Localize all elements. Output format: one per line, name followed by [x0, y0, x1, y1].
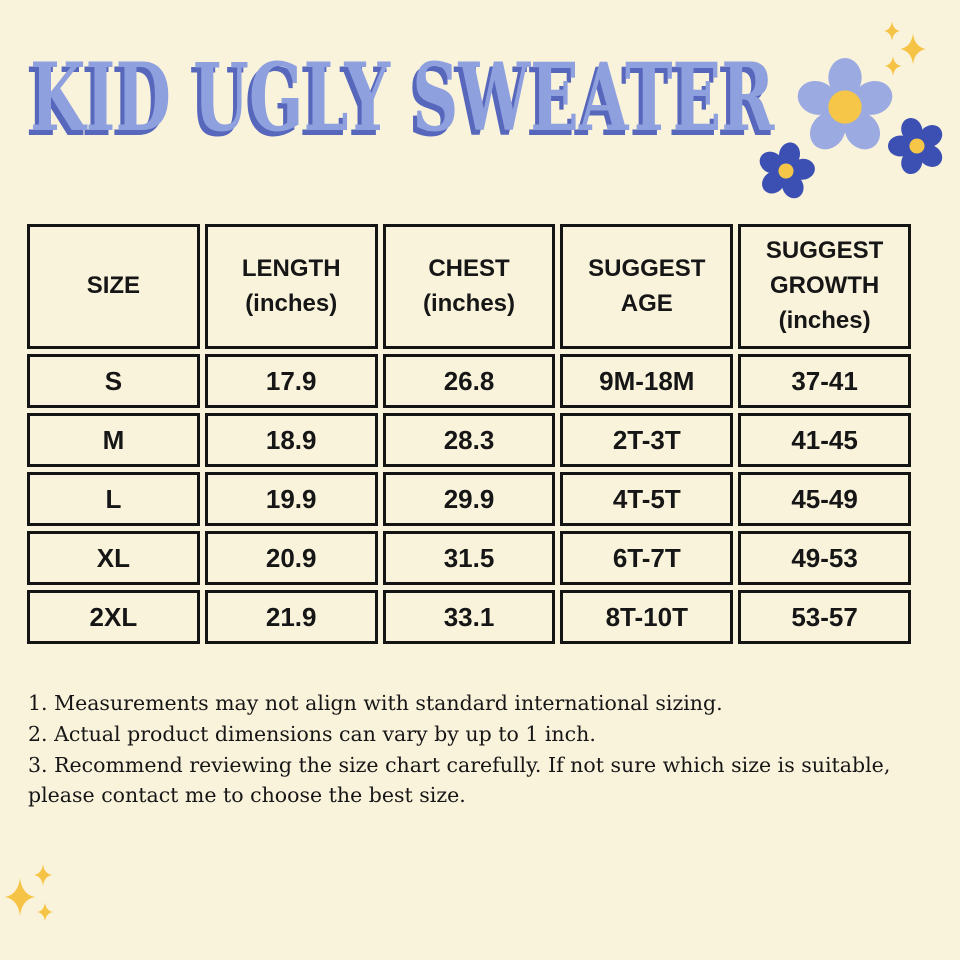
cell-size: M	[27, 413, 200, 467]
cell-size: 2XL	[27, 590, 200, 644]
table-header-row: SIZE LENGTH (inches) CHEST (inches) SUGG…	[27, 224, 911, 349]
flower-petals	[888, 117, 943, 175]
table-row: M 18.9 28.3 2T-3T 41-45	[27, 413, 911, 467]
cell-chest: 29.9	[382, 472, 556, 526]
sparkle-group	[5, 864, 53, 922]
column-header-size: SIZE	[27, 224, 200, 349]
cell-suggest-age: 2T-3T	[560, 413, 734, 467]
column-header-chest: CHEST (inches)	[382, 224, 556, 349]
column-header-length: LENGTH (inches)	[204, 224, 378, 349]
cell-suggest-growth: 41-45	[738, 413, 911, 467]
flower-center	[909, 138, 925, 154]
column-header-suggest-growth: SUGGEST GROWTH (inches)	[738, 224, 911, 349]
cell-chest: 26.8	[382, 354, 556, 408]
cell-suggest-growth: 49-53	[738, 531, 911, 585]
table-row: L 19.9 29.9 4T-5T 45-49	[27, 472, 911, 526]
sparkle-icon	[5, 864, 53, 922]
cell-size: L	[27, 472, 200, 526]
cell-suggest-growth: 45-49	[738, 472, 911, 526]
column-header-suggest-age: SUGGEST AGE	[560, 224, 734, 349]
cell-chest: 28.3	[382, 413, 556, 467]
table-row: S 17.9 26.8 9M-18M 37-41	[27, 354, 911, 408]
flower-center	[828, 90, 862, 124]
table-row: 2XL 21.9 33.1 8T-10T 53-57	[27, 590, 911, 644]
cell-size: XL	[27, 531, 200, 585]
note-item: 2. Actual product dimensions can vary by…	[28, 721, 596, 746]
size-table: SIZE LENGTH (inches) CHEST (inches) SUGG…	[22, 219, 916, 649]
page-title: KID UGLY SWEATER	[30, 43, 775, 153]
cell-suggest-growth: 53-57	[738, 590, 911, 644]
sparkle-icon	[884, 21, 926, 76]
flower-center	[778, 163, 794, 179]
note-item: 1. Measurements may not align with stand…	[28, 691, 723, 715]
cell-suggest-age: 8T-10T	[560, 590, 734, 644]
cell-suggest-age: 9M-18M	[560, 354, 734, 408]
flower-icon	[797, 58, 893, 150]
sparkle-group	[884, 21, 926, 76]
cell-chest: 31.5	[382, 531, 556, 585]
cell-suggest-age: 4T-5T	[560, 472, 734, 526]
cell-chest: 33.1	[382, 590, 556, 644]
flower-icon	[888, 117, 943, 175]
table-row: XL 20.9 31.5 6T-7T 49-53	[27, 531, 911, 585]
cell-size: S	[27, 354, 200, 408]
cell-length: 19.9	[204, 472, 378, 526]
flower-petals	[759, 142, 815, 199]
cell-length: 18.9	[204, 413, 378, 467]
cell-suggest-age: 6T-7T	[560, 531, 734, 585]
note-item: 3. Recommend reviewing the size chart ca…	[28, 752, 891, 808]
flower-petals	[797, 58, 893, 150]
cell-length: 20.9	[204, 531, 378, 585]
sizing-notes: 1. Measurements may not align with stand…	[28, 688, 936, 811]
flower-icon	[759, 142, 815, 199]
cell-length: 17.9	[204, 354, 378, 408]
cell-suggest-growth: 37-41	[738, 354, 911, 408]
cell-length: 21.9	[204, 590, 378, 644]
